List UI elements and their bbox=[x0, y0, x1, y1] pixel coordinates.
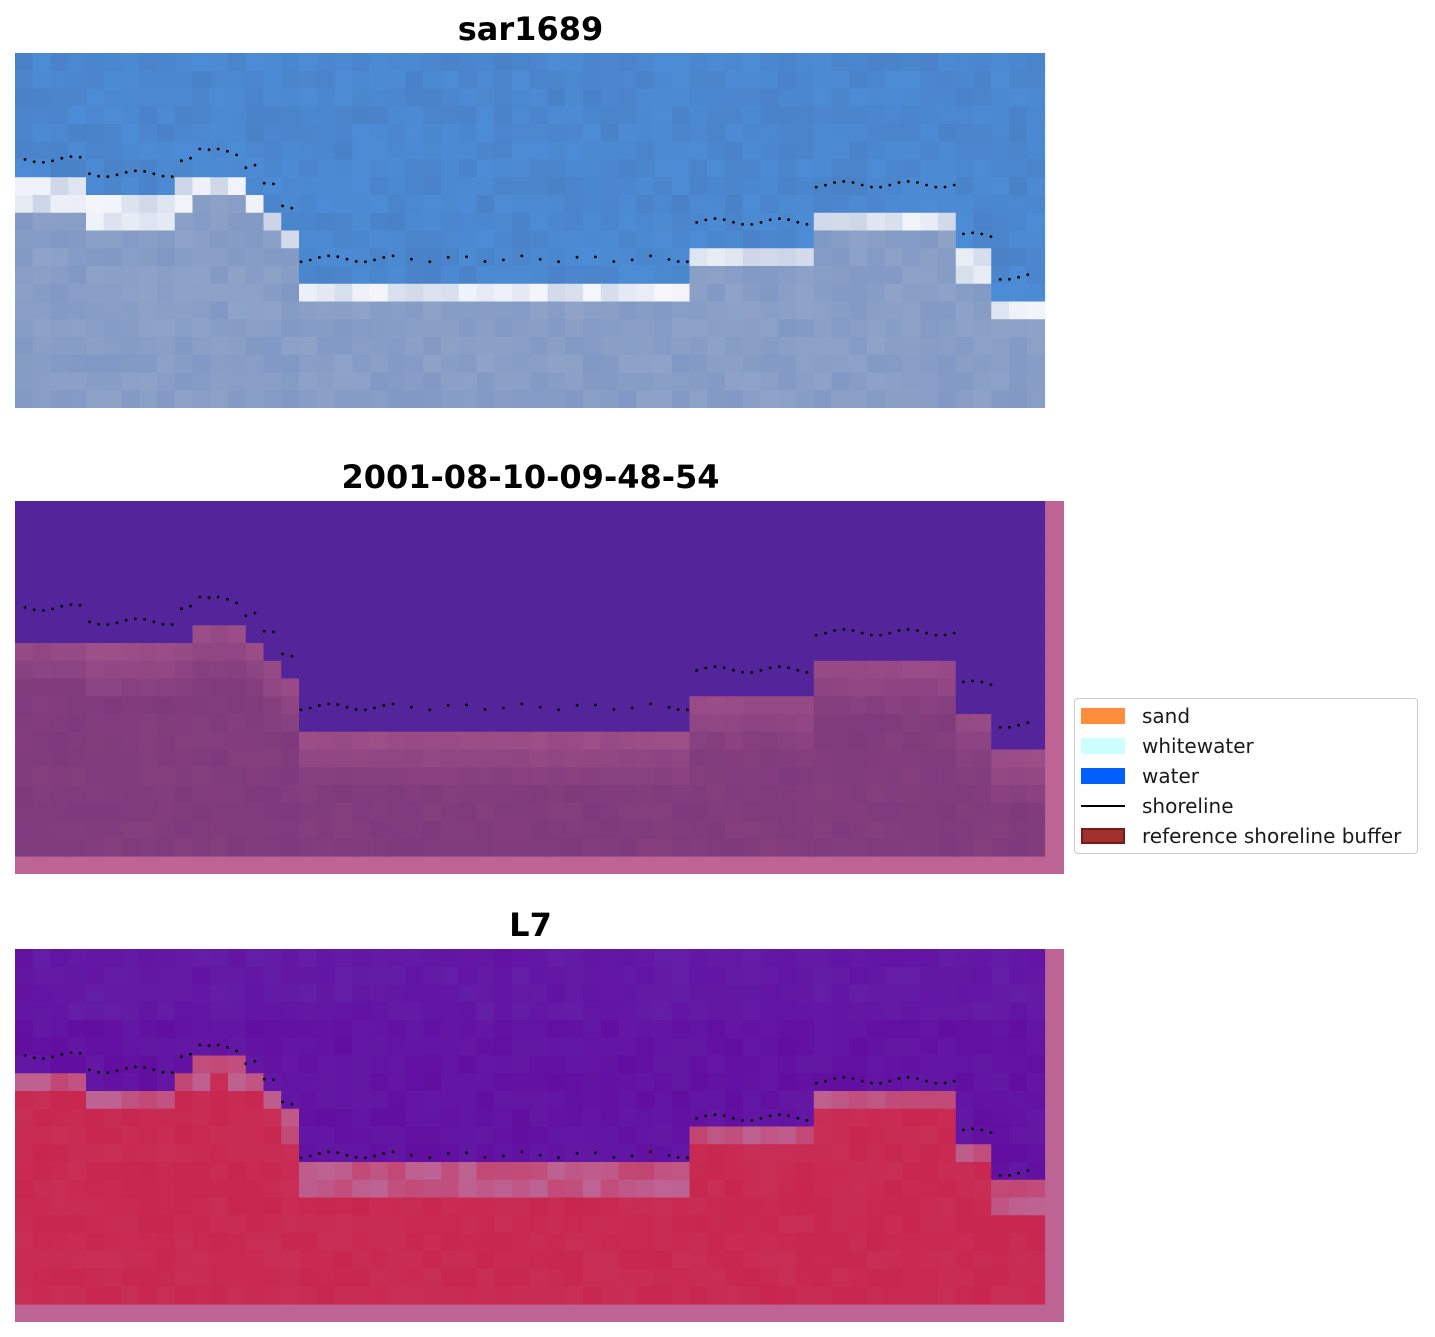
legend: sand whitewater water shoreline referenc… bbox=[1074, 698, 1418, 854]
legend-swatch-sand bbox=[1081, 708, 1125, 724]
legend-swatch-water bbox=[1081, 768, 1125, 784]
legend-item-shoreline: shoreline bbox=[1081, 794, 1234, 818]
shoreline-dots bbox=[23, 1043, 1030, 1177]
classified-image-panel bbox=[15, 501, 1064, 874]
raster-cells bbox=[15, 949, 1046, 1305]
legend-item-sand: sand bbox=[1081, 704, 1191, 728]
legend-item-reference-buffer: reference shoreline buffer bbox=[1081, 824, 1402, 848]
raster-cells bbox=[15, 501, 1046, 857]
panel-title-rgb: sar1689 bbox=[457, 10, 604, 48]
legend-label-reference-buffer: reference shoreline buffer bbox=[1142, 824, 1402, 848]
legend-label-water: water bbox=[1142, 764, 1199, 788]
classified-image bbox=[15, 501, 1064, 874]
rgb-image-panel bbox=[15, 53, 1046, 408]
panel-title-satellite: L7 bbox=[509, 906, 552, 944]
panel-title-date: 2001-08-10-09-48-54 bbox=[341, 458, 720, 496]
legend-item-whitewater: whitewater bbox=[1081, 734, 1254, 758]
legend-item-water: water bbox=[1081, 764, 1199, 788]
legend-label-whitewater: whitewater bbox=[1142, 734, 1254, 758]
shoreline-dots bbox=[23, 595, 1030, 729]
rgb-satellite-image bbox=[15, 53, 1046, 408]
legend-swatch-whitewater bbox=[1081, 738, 1125, 754]
shoreline-dots bbox=[23, 147, 1030, 281]
mndwi-image bbox=[15, 949, 1064, 1322]
legend-swatch-reference-buffer bbox=[1081, 828, 1125, 844]
mndwi-image-panel bbox=[15, 949, 1064, 1322]
legend-label-shoreline: shoreline bbox=[1142, 794, 1234, 818]
legend-label-sand: sand bbox=[1142, 704, 1191, 728]
legend-line-shoreline bbox=[1081, 805, 1125, 807]
raster-cells bbox=[15, 53, 1046, 408]
